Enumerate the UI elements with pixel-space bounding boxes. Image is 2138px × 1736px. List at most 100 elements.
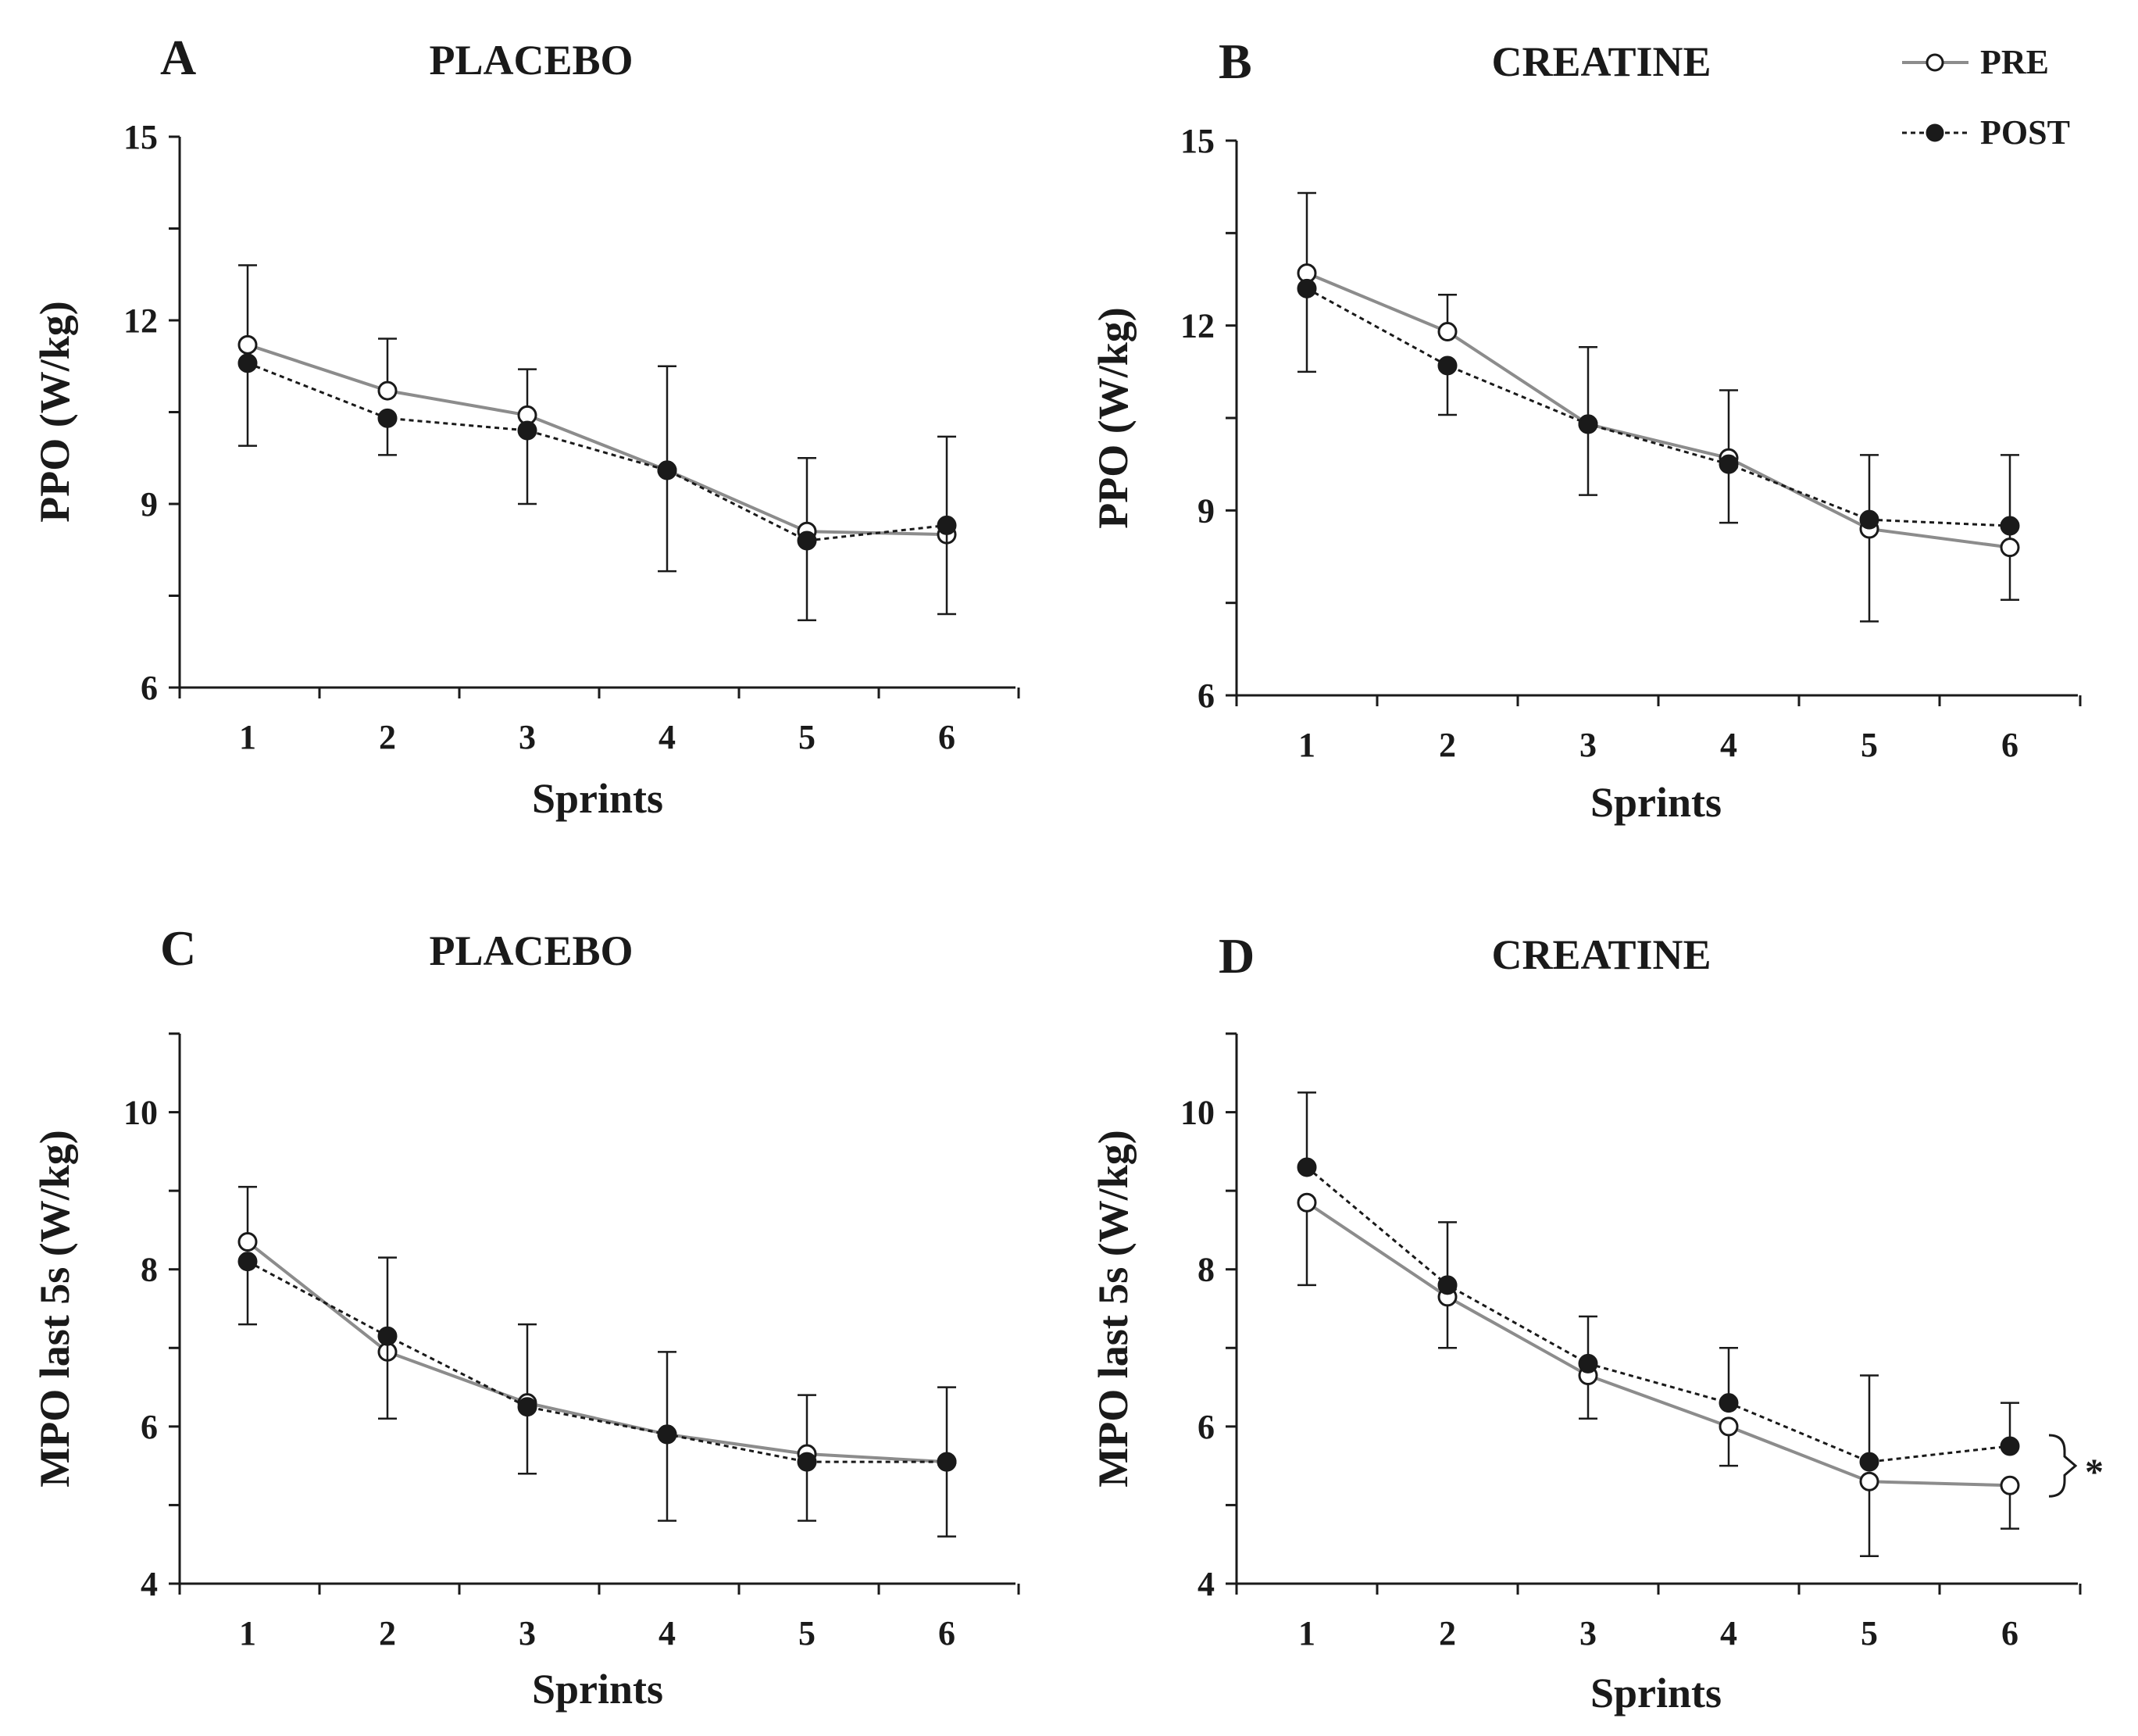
y-tick-label: 9 (1197, 491, 1215, 530)
y-tick-label: 8 (1197, 1251, 1215, 1289)
series-line (247, 1260, 947, 1463)
series-line (1306, 288, 2011, 527)
data-point (237, 353, 258, 373)
y-tick-label: 6 (1197, 677, 1215, 715)
significance-star: * (2085, 1452, 2104, 1493)
data-point (937, 1452, 957, 1472)
data-point (377, 408, 398, 428)
data-point (237, 1232, 258, 1252)
x-tick-label: 5 (1861, 1614, 1878, 1652)
x-tick-label: 3 (1579, 726, 1597, 764)
x-tick-label: 1 (239, 718, 256, 756)
panel-letter: B (1219, 34, 1252, 89)
x-tick-label: 4 (659, 718, 676, 756)
data-point (1859, 1471, 1879, 1491)
y-axis-label: MPO last 5s (W/kg) (31, 1130, 78, 1487)
legend-pre-label: PRE (1980, 43, 2049, 81)
significance-bracket (2048, 1434, 2078, 1498)
y-tick-label: 6 (1197, 1408, 1215, 1446)
x-tick-label: 5 (798, 1614, 816, 1652)
y-axis-label: PPO (W/kg) (31, 301, 78, 522)
y-tick-label: 9 (141, 485, 158, 523)
data-point (517, 420, 537, 441)
x-tick-label: 2 (379, 1614, 396, 1652)
x-tick-label: 1 (1298, 726, 1315, 764)
y-tick-label: 12 (123, 302, 158, 340)
series-post (1297, 278, 2020, 536)
data-point (1297, 1157, 1317, 1177)
data-point (1859, 1452, 1879, 1472)
data-point (377, 1326, 398, 1346)
y-tick-label: 8 (141, 1251, 158, 1289)
series-line (247, 343, 948, 537)
series-post (237, 353, 957, 622)
data-point (1437, 322, 1458, 342)
panel-title: CREATINE (1491, 38, 1711, 85)
series-pre (1297, 1192, 2020, 1558)
x-tick-label: 6 (938, 718, 955, 756)
data-point (2000, 1436, 2020, 1456)
series-post (237, 1252, 957, 1538)
data-point (657, 460, 677, 480)
data-point (2000, 1475, 2020, 1495)
x-axis-label: Sprints (532, 1666, 663, 1713)
series-pre (237, 1185, 957, 1472)
y-tick-label: 4 (1197, 1565, 1215, 1603)
x-tick-label: 6 (2001, 1614, 2018, 1652)
panel-letter: A (160, 30, 196, 85)
x-tick-label: 5 (798, 718, 816, 756)
series-pre (1297, 191, 2020, 623)
panel-letter: D (1219, 928, 1255, 984)
y-tick-label: 15 (123, 118, 158, 156)
y-tick-label: 15 (1180, 122, 1215, 160)
legend: PRE POST (1902, 43, 2070, 152)
y-tick-label: 4 (141, 1565, 158, 1603)
series-line (1305, 1201, 2011, 1488)
x-tick-label: 2 (1439, 1614, 1456, 1652)
x-tick-label: 6 (2001, 726, 2018, 764)
data-point (797, 530, 817, 551)
series-line (1306, 1166, 2011, 1463)
x-tick-label: 3 (1579, 1614, 1597, 1652)
data-point (1719, 1393, 1739, 1413)
x-tick-label: 2 (1439, 726, 1456, 764)
x-tick-label: 1 (239, 1614, 256, 1652)
data-point (657, 1424, 677, 1445)
y-axis-label: MPO last 5s (W/kg) (1090, 1130, 1137, 1487)
x-tick-label: 2 (379, 718, 396, 756)
data-point (1578, 1353, 1598, 1373)
data-point (377, 380, 398, 401)
data-point (1437, 1275, 1458, 1295)
x-axis-label: Sprints (1590, 1670, 1722, 1716)
panel-title: CREATINE (1491, 931, 1711, 978)
data-point (1578, 414, 1598, 434)
x-tick-label: 3 (519, 1614, 536, 1652)
y-axis-label: PPO (W/kg) (1090, 307, 1137, 528)
series-line (246, 1240, 948, 1464)
series-pre (237, 264, 957, 545)
legend-post-marker (1926, 123, 1944, 142)
x-tick-label: 4 (1720, 1614, 1737, 1652)
data-point (2000, 538, 2020, 558)
x-axis-label: Sprints (532, 775, 663, 822)
y-tick-label: 10 (1180, 1094, 1215, 1132)
panel-title: PLACEBO (429, 927, 633, 974)
y-tick-label: 10 (123, 1094, 158, 1132)
series-line (247, 362, 948, 542)
data-point (237, 334, 258, 355)
y-tick-label: 6 (141, 669, 158, 707)
data-point (797, 1452, 817, 1472)
data-point (1719, 1416, 1739, 1437)
data-point (1859, 509, 1879, 530)
panel-letter: C (160, 920, 196, 976)
legend-pre-marker (1926, 53, 1944, 72)
panel-title: PLACEBO (429, 37, 633, 84)
x-tick-label: 5 (1861, 726, 1878, 764)
data-point (237, 1252, 258, 1272)
y-tick-label: 12 (1180, 307, 1215, 345)
x-tick-label: 1 (1298, 1614, 1315, 1652)
